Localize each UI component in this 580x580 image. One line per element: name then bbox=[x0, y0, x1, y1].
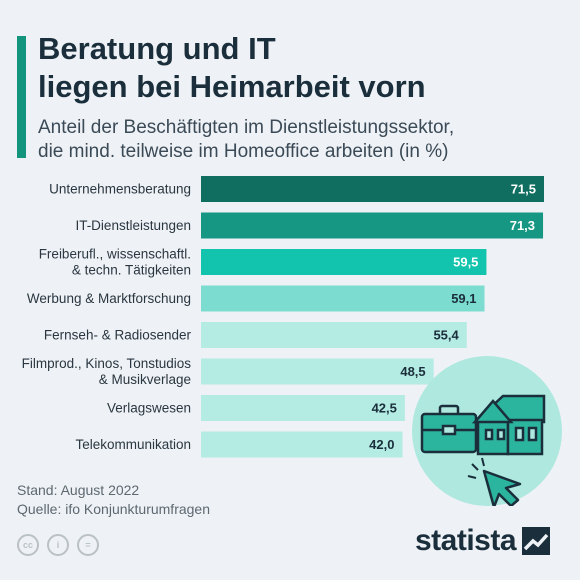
statista-logo[interactable]: statista bbox=[415, 524, 551, 558]
page-title: Beratung und IT liegen bei Heimarbeit vo… bbox=[38, 30, 558, 106]
category-label: Unternehmensberatung bbox=[49, 182, 191, 197]
nd-icon[interactable]: = bbox=[77, 534, 99, 556]
house-icon bbox=[471, 394, 546, 456]
statista-mark-icon bbox=[522, 527, 551, 555]
homeoffice-illustration bbox=[412, 356, 562, 506]
cc-icon[interactable]: cc bbox=[17, 534, 39, 556]
bar bbox=[201, 176, 544, 202]
bar-value-label: 59,1 bbox=[451, 291, 476, 306]
bar bbox=[201, 249, 487, 275]
source-note: Quelle: ifo Konjunkturumfragen bbox=[17, 501, 210, 517]
bar bbox=[201, 431, 403, 458]
stand-note: Stand: August 2022 bbox=[17, 482, 140, 498]
bar-value-label: 48,5 bbox=[400, 364, 425, 379]
bar-value-label: 59,5 bbox=[453, 255, 478, 270]
bar-value-label: 42,0 bbox=[369, 437, 394, 452]
bar-value-label: 42,5 bbox=[372, 401, 397, 416]
category-label: & techn. Tätigkeiten bbox=[72, 263, 191, 278]
bar-value-label: 71,3 bbox=[510, 218, 535, 233]
bar-value-label: 55,4 bbox=[433, 328, 459, 343]
subtitle-line-2: die mind. teilweise im Homeoffice arbeit… bbox=[38, 141, 449, 162]
title-line-2: liegen bei Heimarbeit vorn bbox=[38, 69, 426, 104]
subtitle-line-1: Anteil der Beschäftigten im Dienstleistu… bbox=[38, 117, 455, 138]
license-icons: cc i = bbox=[17, 534, 99, 556]
by-icon[interactable]: i bbox=[47, 534, 69, 556]
title-line-1: Beratung und IT bbox=[38, 31, 276, 66]
brand-text: statista bbox=[415, 524, 517, 557]
category-label: Filmprod., Kinos, Tonstudios bbox=[22, 356, 192, 371]
category-label: Fernseh- & Radiosender bbox=[44, 328, 192, 343]
category-label: Verlagswesen bbox=[107, 401, 191, 416]
bar-chart: 71,5 Unternehmensberatung 71,3 IT-Dienstlei… bbox=[22, 176, 544, 458]
bar bbox=[201, 285, 485, 312]
title-accent-bar bbox=[17, 36, 26, 158]
bar bbox=[201, 395, 405, 421]
category-label: Freiberufl., wissenschaftl. bbox=[39, 247, 191, 262]
category-label: Telekommunikation bbox=[75, 437, 191, 452]
category-label: Werbung & Marktforschung bbox=[27, 291, 191, 306]
bar bbox=[201, 358, 434, 385]
category-label: IT-Dienstleistungen bbox=[75, 218, 191, 233]
category-label: & Musikverlage bbox=[99, 372, 191, 387]
cursor-icon bbox=[467, 457, 522, 506]
briefcase-icon bbox=[420, 404, 478, 454]
page-subtitle: Anteil der Beschäftigten im Dienstleistu… bbox=[38, 116, 558, 164]
bar-value-label: 71,5 bbox=[511, 182, 536, 197]
bar bbox=[201, 212, 544, 239]
bar-group: 71,5 Unternehmensberatung 71,3 IT-Dienstlei… bbox=[22, 176, 544, 458]
bar bbox=[201, 322, 467, 348]
